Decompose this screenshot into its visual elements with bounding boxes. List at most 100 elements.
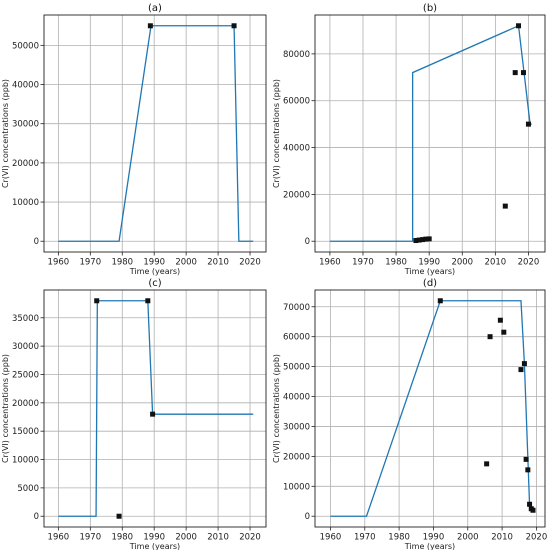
data-point	[437, 298, 443, 304]
panel-title: (a)	[148, 3, 162, 14]
y-tick-label: 15000	[12, 427, 39, 437]
x-axis-label: Time (years)	[129, 542, 180, 550]
y-tick-label: 20000	[283, 452, 310, 462]
data-point	[231, 23, 237, 29]
data-point	[527, 501, 533, 507]
x-tick-label: 1970	[79, 533, 101, 543]
series-line	[58, 300, 254, 517]
y-tick-label: 10000	[12, 198, 39, 208]
data-point	[516, 23, 522, 29]
panel-b: 1960 1970 1980 1990 2000 2010 2020 0 20000 40000 6…	[272, 3, 546, 276]
data-point	[501, 329, 507, 335]
panel-c: 1960 1970 1980 1990 2000 2010 2020 0 5000 10000 15…	[1, 278, 267, 550]
x-tick-label: 2020	[239, 533, 261, 543]
y-tick-label: 80000	[283, 50, 310, 60]
data-point	[487, 334, 493, 340]
x-tick-label: 1980	[385, 258, 407, 268]
y-tick-label: 60000	[283, 333, 310, 343]
series-line	[329, 24, 532, 242]
x-tick-label: 1960	[48, 533, 70, 543]
y-tick-label: 50000	[283, 363, 310, 373]
y-tick-label: 30000	[12, 342, 39, 352]
x-tick-label: 2000	[175, 533, 197, 543]
data-point	[521, 361, 527, 367]
x-tick-label: 1960	[48, 258, 70, 268]
panel-title: (d)	[423, 278, 437, 289]
y-tick-label: 60000	[283, 97, 310, 107]
x-tick-label: 1990	[423, 533, 445, 543]
y-tick-label: 40000	[12, 81, 39, 91]
data-point	[147, 23, 153, 29]
plot-frame	[314, 14, 546, 253]
data-point	[420, 237, 426, 243]
data-point	[497, 317, 503, 323]
data-point	[525, 121, 531, 127]
x-tick-label: 2010	[491, 533, 513, 543]
data-point	[520, 70, 526, 76]
x-tick-label: 1980	[111, 533, 133, 543]
data-point	[484, 461, 490, 467]
y-tick-label: 50000	[12, 41, 39, 51]
x-tick-label: 2020	[526, 533, 548, 543]
y-tick-label: 20000	[283, 190, 310, 200]
data-point	[150, 411, 156, 417]
y-tick-label: 5000	[17, 484, 39, 494]
data-point	[423, 236, 429, 242]
y-tick-label: 30000	[12, 120, 39, 130]
x-tick-label: 1960	[320, 533, 342, 543]
y-tick-label: 30000	[283, 422, 310, 432]
data-point	[530, 507, 536, 513]
data-point	[416, 237, 422, 243]
x-tick-label: 1970	[354, 533, 376, 543]
series-line	[58, 25, 254, 242]
y-tick-label: 35000	[12, 314, 39, 324]
y-axis-label: Cr(VI) concentrations (ppb)	[1, 79, 10, 188]
data-point	[145, 298, 151, 304]
plot-frame	[314, 289, 546, 528]
x-tick-label: 2020	[518, 258, 540, 268]
y-axis-label: Cr(VI) concentrations (ppb)	[1, 354, 10, 463]
x-tick-label: 2000	[175, 258, 197, 268]
y-tick-label: 0	[34, 512, 39, 522]
data-point	[413, 238, 419, 244]
y-tick-label: 40000	[283, 144, 310, 154]
x-tick-label: 2010	[207, 258, 229, 268]
y-tick-label: 0	[305, 512, 310, 522]
data-point	[512, 70, 518, 76]
x-tick-label: 1970	[79, 258, 101, 268]
x-axis-label: Time (years)	[129, 267, 180, 276]
data-point	[523, 456, 529, 462]
y-axis-label: Cr(VI) concentrations (ppb)	[272, 79, 281, 188]
panel-a: 1960 1970 1980 1990 2000 2010 2020 0 10000 20000 3…	[1, 3, 267, 276]
x-tick-label: 1990	[418, 258, 440, 268]
data-point	[94, 298, 100, 304]
panel-title: (b)	[423, 3, 437, 14]
y-tick-label: 0	[305, 237, 310, 247]
y-tick-label: 20000	[12, 399, 39, 409]
data-point	[525, 467, 531, 473]
x-tick-label: 1990	[143, 533, 165, 543]
x-tick-label: 1980	[388, 533, 410, 543]
data-point	[518, 367, 524, 373]
y-tick-label: 0	[34, 237, 39, 247]
data-point	[502, 203, 508, 209]
data-point	[426, 236, 432, 242]
x-tick-label: 1990	[143, 258, 165, 268]
plot-frame	[43, 289, 267, 528]
y-tick-label: 20000	[12, 159, 39, 169]
panel-d: 1960 1970 1980 1990 2000 2010 2020 0 10000 20000 3…	[272, 278, 547, 550]
x-tick-label: 2010	[207, 533, 229, 543]
x-tick-label: 1960	[319, 258, 341, 268]
plot-frame	[43, 14, 267, 253]
y-tick-label: 25000	[12, 370, 39, 380]
x-tick-label: 2020	[239, 258, 261, 268]
y-tick-label: 10000	[283, 482, 310, 492]
y-axis-label: Cr(VI) concentrations (ppb)	[272, 354, 281, 463]
x-axis-label: Time (years)	[404, 267, 455, 276]
x-tick-label: 1980	[111, 258, 133, 268]
x-tick-label: 1970	[352, 258, 374, 268]
panel-title: (c)	[148, 278, 161, 289]
x-tick-label: 2000	[451, 258, 473, 268]
x-tick-label: 2010	[485, 258, 507, 268]
